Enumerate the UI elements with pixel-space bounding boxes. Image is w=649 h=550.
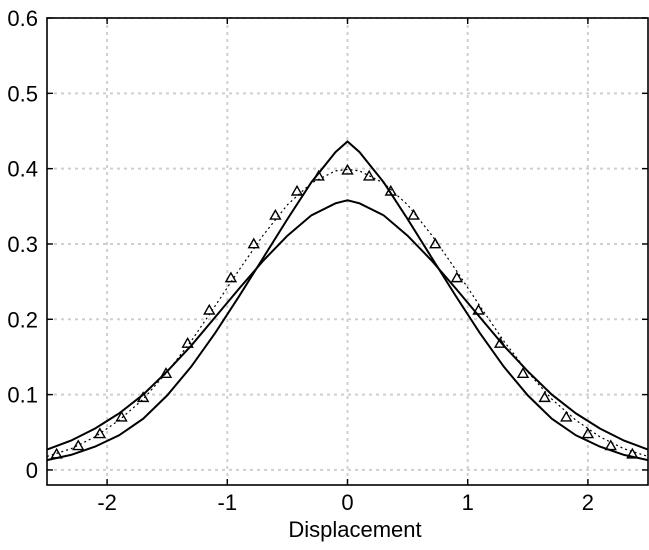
x-axis-label: Displacement (288, 517, 421, 542)
series-line-3 (46, 199, 649, 451)
triangle-marker (429, 237, 442, 249)
triangle-marker (247, 237, 260, 249)
triangle-marker (159, 367, 173, 378)
y-tick-label: 0.2 (7, 307, 38, 332)
x-tick-label: -2 (97, 490, 117, 515)
triangle-marker (472, 303, 485, 315)
triangle-marker (72, 439, 85, 451)
y-tick-label: 0.1 (7, 383, 38, 408)
series-line-1 (46, 140, 649, 462)
triangle-marker (269, 208, 282, 220)
grid-lines (47, 17, 648, 485)
y-tick-label: 0.4 (7, 157, 38, 182)
triangle-marker (290, 184, 304, 196)
triangle-marker (181, 336, 194, 348)
y-tick-label: 0.6 (7, 6, 38, 31)
triangle-marker (604, 439, 617, 451)
x-tick-label: 0 (341, 490, 353, 515)
y-tick-label: 0 (26, 458, 38, 483)
triangle-marker (136, 391, 150, 403)
triangle-marker (560, 410, 573, 422)
series-line-2 (46, 168, 649, 457)
triangle-marker (450, 271, 464, 283)
series-layer (46, 140, 649, 462)
triangle-marker (203, 303, 216, 315)
triangle-marker (312, 169, 325, 181)
triangle-marker (93, 427, 107, 439)
x-tick-label: -1 (218, 490, 238, 515)
triangle-marker (384, 184, 397, 196)
triangle-marker (362, 169, 376, 181)
tick-labels: -2 -1 0 1 2 0 0.1 0.2 0.3 0.4 0.5 0.6 (7, 6, 594, 515)
y-tick-label: 0.3 (7, 232, 38, 257)
triangle-marker (538, 391, 551, 403)
tick-marks (47, 17, 648, 485)
triangle-marker (626, 447, 639, 459)
y-tick-label: 0.5 (7, 81, 38, 106)
triangle-marker (407, 208, 420, 220)
triangle-marker (493, 336, 507, 348)
x-tick-label: 1 (462, 490, 474, 515)
triangle-marker (341, 163, 354, 175)
triangle-marker (50, 447, 63, 459)
triangle-marker (224, 271, 238, 283)
x-tick-label: 2 (582, 490, 594, 515)
triangle-marker (516, 367, 530, 378)
triangle-marker (581, 427, 595, 439)
triangle-marker (115, 410, 128, 422)
